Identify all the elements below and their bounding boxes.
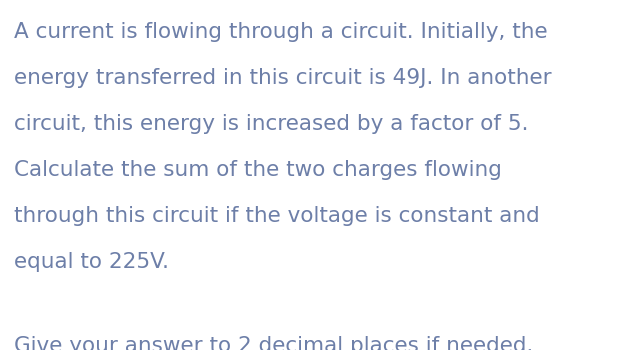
Text: equal to 225V.: equal to 225V. [14,252,169,272]
Text: Give your answer to 2 decimal places if needed.: Give your answer to 2 decimal places if … [14,336,533,350]
Text: through this circuit if the voltage is constant and: through this circuit if the voltage is c… [14,206,540,226]
Text: Calculate the sum of the two charges flowing: Calculate the sum of the two charges flo… [14,160,502,180]
Text: A current is flowing through a circuit. Initially, the: A current is flowing through a circuit. … [14,22,548,42]
Text: circuit, this energy is increased by a factor of 5.: circuit, this energy is increased by a f… [14,114,528,134]
Text: energy transferred in this circuit is 49J. In another: energy transferred in this circuit is 49… [14,68,551,88]
